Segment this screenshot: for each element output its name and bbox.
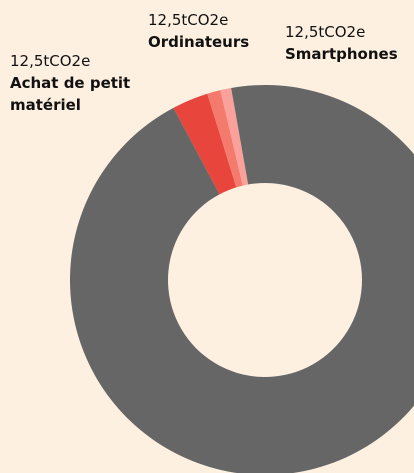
label-group: 12,5tCO2e Achat de petit matériel bbox=[10, 50, 150, 116]
segment-value-label: 12,5tCO2e bbox=[285, 23, 366, 41]
donut-segment bbox=[207, 90, 243, 188]
donut-segment bbox=[173, 93, 237, 195]
segment-value-label: 12,5tCO2e bbox=[10, 52, 91, 70]
segment-name-label: Achat de petit matériel bbox=[10, 74, 131, 114]
segment-name-label: Smartphones bbox=[285, 45, 398, 63]
segment-value-label: 12,5tCO2e bbox=[148, 11, 229, 29]
segment-name-label: Ordinateurs bbox=[148, 33, 250, 51]
donut-segment bbox=[220, 87, 249, 186]
label-group: 12,5tCO2e Ordinateurs bbox=[148, 9, 278, 53]
donut-segment bbox=[70, 85, 414, 473]
label-group: 12,5tCO2e Smartphones bbox=[285, 21, 414, 65]
